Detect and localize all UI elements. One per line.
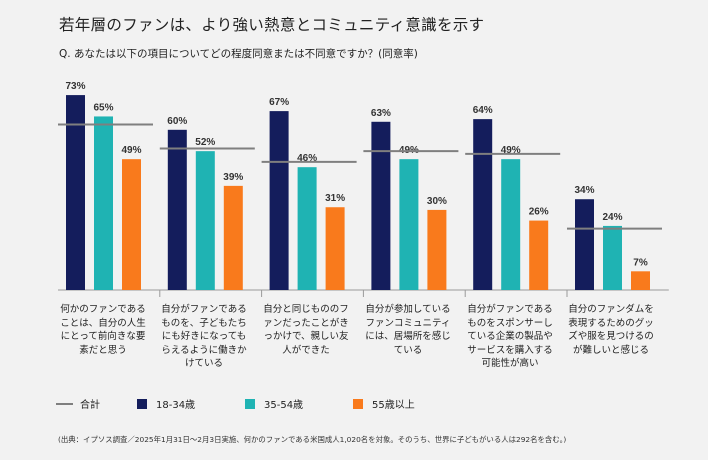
category-label: 自分が参加しているファンコミュニティには、居場所を感じている — [365, 304, 451, 356]
legend-label: 55歳以上 — [372, 400, 415, 411]
bar-value-label: 49% — [501, 145, 521, 156]
legend-line-swatch — [56, 402, 73, 405]
bar — [269, 111, 289, 290]
legend-item-total: 合計 — [56, 396, 100, 411]
legend-item-18-34: 18-34歳 — [137, 396, 195, 411]
category-label: 自分がファンであるものをスポンサーしている企業の製品やサービスを購入する可能性が… — [467, 304, 553, 370]
chart-title: 若年層のファンは、より強い熱意とコミュニティ意識を示す — [59, 16, 485, 34]
bar — [371, 121, 391, 290]
bar — [122, 159, 141, 290]
bar — [297, 167, 317, 290]
bar-value-label: 46% — [297, 153, 317, 164]
legend-label: 合計 — [80, 400, 100, 411]
bar — [631, 271, 650, 290]
bar-value-label: 7% — [633, 257, 648, 268]
legend-swatch — [353, 398, 363, 409]
bar — [94, 116, 113, 290]
bar-value-label: 24% — [602, 212, 622, 223]
bar-value-label: 65% — [93, 102, 113, 113]
chart-subtitle: Q. あなたは以下の項目についてどの程度同意または不同意ですか？(同意率) — [59, 48, 418, 60]
bar-value-label: 73% — [65, 81, 85, 92]
bar — [399, 159, 419, 290]
legend-label: 18-34歳 — [156, 400, 196, 411]
legend-label: 35-54歳 — [264, 400, 304, 411]
bar — [223, 185, 243, 290]
bar-value-label: 67% — [269, 97, 289, 108]
bar — [473, 119, 493, 291]
legend-swatch — [137, 398, 147, 409]
bar — [603, 225, 622, 290]
bar — [325, 207, 345, 290]
bar-value-label: 34% — [574, 185, 594, 196]
bar — [66, 95, 85, 290]
bar — [501, 159, 521, 290]
bar — [167, 129, 187, 290]
bar-value-label: 63% — [371, 108, 391, 119]
bar-value-label: 26% — [529, 207, 549, 218]
category-label: 自分がファンであるものを、子どもたちにも好きになってもらえるように働きかけている — [161, 304, 247, 370]
bar — [427, 209, 447, 290]
bar — [575, 199, 594, 290]
bar-value-label: 52% — [195, 137, 215, 148]
legend-item-35-54: 35-54歳 — [245, 396, 303, 411]
bar-value-label: 30% — [427, 196, 447, 207]
category-label: 何かのファンであることは、自分の人生にとって前向きな要素だと思う — [60, 304, 146, 356]
bar-value-label: 49% — [121, 145, 141, 156]
bar-chart: 73%65%49%60%52%39%67%46%31%63%49%30%64%4… — [58, 81, 669, 297]
category-label: 自分と同じもののファンだったことがきっかけで、親しい友人ができた — [263, 304, 349, 356]
bar — [529, 220, 549, 290]
bar-value-label: 60% — [167, 116, 187, 127]
source-note: (出典：イプソス調査／2025年1月31日～2月3日実施、何かのファンである米国… — [58, 435, 567, 444]
bar-value-label: 39% — [223, 172, 243, 183]
bar-value-label: 31% — [325, 193, 345, 204]
bar-value-label: 64% — [473, 105, 493, 116]
legend-swatch — [245, 398, 255, 409]
category-label: 自分のファンダムを表現するためのグッズや服を見つけるのが難しいと感じる — [568, 304, 654, 356]
legend-item-55plus: 55歳以上 — [353, 396, 415, 411]
bar — [195, 151, 215, 290]
